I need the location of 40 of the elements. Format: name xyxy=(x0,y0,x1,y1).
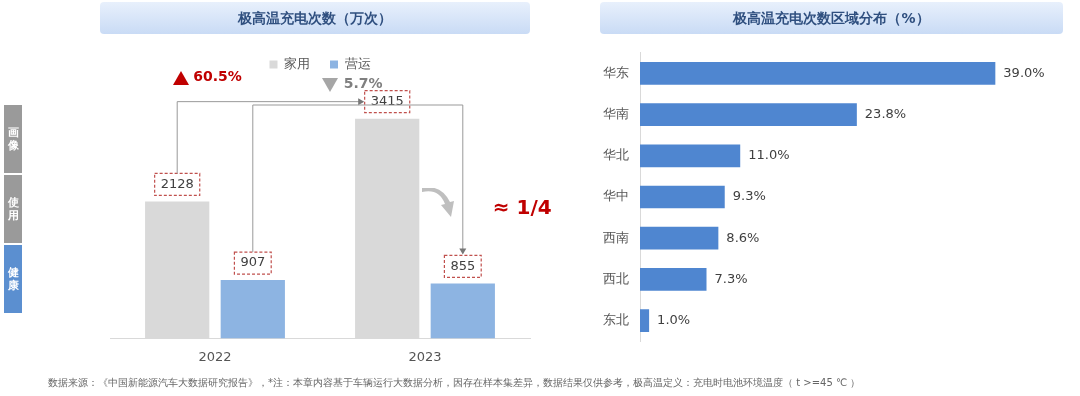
source-note: 数据来源：《中国新能源汽车大数据研究报告》，*注：本章内容基于车辆运行大数据分析，因存在样本集差异，数据结果仅供参考，极高温定义：充电时电池环境温度（ t >=45 ℃ ） xyxy=(48,376,861,390)
side-tab: 健康 xyxy=(4,245,22,313)
y-tick-label: 东北 xyxy=(603,311,629,327)
data-label: 9.3% xyxy=(732,188,766,204)
bar xyxy=(640,309,650,332)
y-tick-label: 华南 xyxy=(603,105,629,121)
bar xyxy=(640,144,741,168)
bar xyxy=(640,268,707,291)
data-label: 7.3% xyxy=(714,270,748,286)
legend-label: 营运 xyxy=(344,55,371,71)
data-label: 8.6% xyxy=(726,229,760,245)
chart-title: 极高温充电次数（万次） xyxy=(100,2,530,34)
x-tick-label: 2022 xyxy=(198,348,232,364)
bar xyxy=(640,103,857,126)
bar xyxy=(640,226,719,250)
side-tab: 使用 xyxy=(4,175,22,243)
data-label: 23.8% xyxy=(864,105,907,121)
data-label: 39.0% xyxy=(1003,64,1045,80)
data-label: 907 xyxy=(240,254,266,270)
bar xyxy=(640,185,725,209)
y-tick-label: 华北 xyxy=(603,147,629,163)
bar xyxy=(640,62,996,85)
annotation: ≈ 1/4 xyxy=(492,195,552,220)
y-tick-label: 华中 xyxy=(603,188,629,204)
y-tick-label: 西南 xyxy=(603,229,629,245)
text: 5.7% xyxy=(343,75,383,91)
bar xyxy=(430,283,495,339)
data-label: 3415 xyxy=(370,93,404,109)
data-label: 2128 xyxy=(160,175,194,191)
x-tick-label: 2023 xyxy=(408,348,442,364)
legend-label: 家用 xyxy=(284,55,310,71)
text: 60.5% xyxy=(193,67,242,84)
bar xyxy=(220,280,285,339)
data-label: 11.0% xyxy=(748,147,790,163)
side-tab: 画像 xyxy=(4,105,22,173)
chart-title: 极高温充电次数区域分布（%） xyxy=(600,2,1063,34)
y-tick-label: 西北 xyxy=(603,270,629,286)
y-tick-label: 华东 xyxy=(603,64,629,80)
data-label: 1.0% xyxy=(657,311,691,327)
data-label: 855 xyxy=(450,257,476,273)
